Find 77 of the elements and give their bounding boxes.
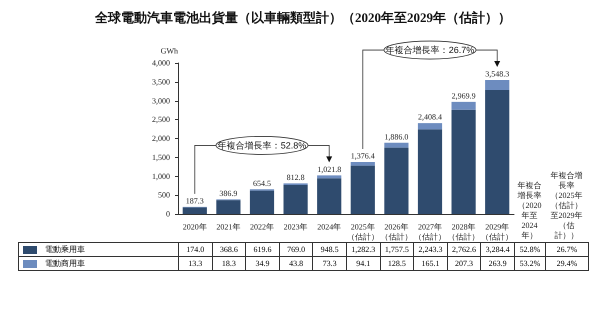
bar (317, 175, 342, 178)
legend-label: 電動乘用車 (45, 245, 85, 254)
bar (216, 200, 240, 214)
data-label: 263.9 (480, 256, 514, 270)
data-label: 1,282.3 (346, 242, 380, 256)
data-label: 368.6 (212, 242, 246, 256)
x-tick-label: 2027年（估計） (414, 222, 446, 242)
y-tick-label: 500 (158, 190, 170, 200)
x-tick-label: 2029年（估計） (481, 222, 514, 242)
data-label: 34.9 (246, 256, 280, 270)
x-tick-label: 2023年 (284, 222, 308, 232)
text: 年複合增長率（2025年（估計）至2029年（估計）） (550, 171, 584, 241)
x-tick-label: 2025年（估計） (346, 222, 379, 242)
x-tick-label: 2020年 (182, 222, 207, 232)
y-tick-label: 3,000 (152, 96, 170, 106)
bar (384, 142, 408, 148)
data-label: 2,243.3 (414, 242, 448, 256)
bar (317, 178, 342, 214)
data-label: 128.5 (380, 256, 414, 270)
total-label: 812.8 (286, 172, 305, 182)
y-tick-label: 1,500 (152, 152, 170, 162)
data-label: 948.5 (312, 242, 346, 256)
data-label: 619.6 (246, 242, 280, 256)
text: 29.4% (546, 256, 588, 270)
bar (452, 102, 476, 110)
total-label: 654.5 (253, 178, 271, 188)
bar (485, 90, 510, 214)
text: 53.2% (514, 256, 546, 270)
bar (284, 184, 308, 214)
bar (418, 123, 442, 130)
legend-label: 電動商用車 (45, 259, 85, 268)
total-label: 2,408.4 (418, 112, 442, 122)
data-label: 165.1 (414, 256, 448, 270)
y-axis-title: GWh (160, 46, 178, 56)
bar (384, 148, 408, 214)
x-tick-label: 2021年 (216, 222, 240, 232)
data-label: 769.0 (279, 242, 313, 256)
total-label: 187.3 (186, 196, 204, 206)
x-tick-label: 2028年（估計） (448, 222, 480, 242)
y-tick-label: 3,500 (152, 77, 170, 86)
bar (452, 110, 476, 214)
y-tick-label: 2,500 (152, 115, 170, 124)
text: 年複合增長率：26.7% (386, 45, 474, 56)
x-tick-label: 2024年 (317, 222, 342, 232)
total-label: 1,886.0 (384, 132, 408, 142)
bar (350, 166, 375, 214)
total-label: 2,969.9 (452, 91, 476, 100)
bar (485, 80, 510, 90)
bar (350, 162, 375, 166)
data-label: 174.0 (178, 242, 212, 256)
data-label: 43.8 (279, 256, 313, 270)
annotation: 年複合增長率：52.8% (218, 140, 306, 150)
chart-title: 全球電動汽車電池出貨量（以車輛類型計）（2020年至2029年（估計）） (94, 10, 511, 25)
data-label: 18.3 (212, 256, 246, 270)
y-tick-label: 1,000 (152, 172, 170, 181)
bar (418, 129, 442, 214)
data-label: 73.3 (312, 256, 346, 270)
total-label: 386.9 (219, 188, 238, 198)
total-label: 1,376.4 (350, 152, 375, 161)
total-label: 1,021.8 (317, 164, 342, 174)
bar (182, 207, 207, 214)
data-label: 13.3 (178, 256, 212, 270)
data-label: 2,762.6 (447, 242, 481, 256)
total-label: 3,548.3 (485, 70, 510, 79)
data-label: 3,284.4 (480, 242, 514, 256)
bar (250, 190, 274, 214)
y-tick-label: 4,000 (152, 58, 170, 68)
y-tick-label: 2,000 (152, 134, 170, 143)
text: 52.8% (514, 242, 546, 256)
y-tick-label: 0 (166, 210, 170, 218)
text: 26.7% (546, 242, 588, 256)
x-tick-label: 2026年（估計） (380, 222, 412, 242)
data-label: 94.1 (346, 256, 380, 270)
data-label: 1,757.5 (380, 242, 414, 256)
data-label: 207.3 (447, 256, 481, 270)
x-tick-label: 2022年 (250, 222, 274, 232)
text: 年複合增長率（2020年至2024年） (516, 181, 543, 241)
